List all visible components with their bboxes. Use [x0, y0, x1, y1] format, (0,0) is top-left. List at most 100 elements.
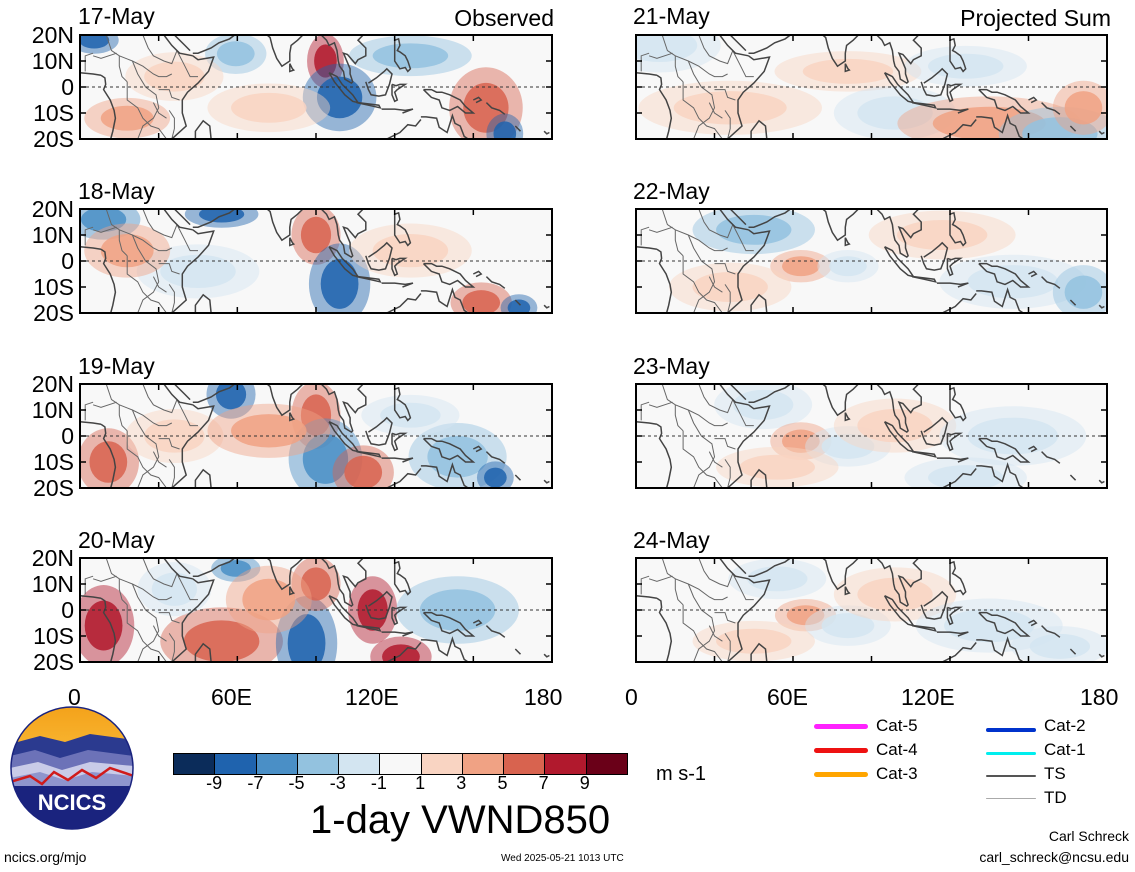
coastline: [171, 55, 215, 139]
country-border: [105, 209, 173, 252]
country-border: [674, 229, 684, 257]
coastline: [936, 457, 969, 461]
coastline: [750, 293, 768, 313]
country-border: [158, 612, 180, 624]
coastline: [80, 594, 102, 600]
colorbar-tick-label: -9: [206, 773, 223, 793]
coastline: [729, 209, 747, 226]
country-border: [640, 401, 650, 421]
coastline: [420, 113, 469, 139]
coastline: [514, 125, 522, 132]
country-border: [118, 578, 128, 606]
lat-label: 20S: [33, 475, 74, 501]
country-border: [152, 102, 167, 119]
anomaly-contour: [144, 61, 205, 92]
country-border: [708, 451, 723, 468]
country-border: [168, 633, 175, 662]
lat-label: 0: [61, 597, 74, 623]
coastline: [378, 293, 422, 313]
coastline: [978, 437, 1031, 463]
lat-label: 10N: [31, 397, 74, 423]
anomaly-contour: [220, 560, 251, 577]
anomaly-contour: [857, 408, 933, 443]
anomaly-contour: [314, 44, 337, 78]
country-border: [698, 209, 734, 239]
anomaly-contour: [160, 254, 236, 289]
coastline: [422, 611, 476, 637]
country-border: [105, 35, 173, 78]
anomaly-contour: [144, 419, 205, 453]
legend-label-cat1: Cat-1: [1044, 740, 1086, 759]
coastline: [543, 304, 550, 309]
country-border: [92, 575, 117, 582]
coastline: [100, 423, 117, 488]
coastline: [719, 384, 749, 406]
legend-line-td: [986, 798, 1036, 799]
coastline: [656, 74, 673, 139]
anomaly-contour: [357, 589, 388, 631]
coastline: [976, 462, 1024, 488]
coastline: [750, 642, 768, 662]
footer-timestamp: Wed 2025-05-21 1013 UTC: [501, 853, 624, 864]
colorbar-tick-label: 7: [538, 773, 549, 793]
coastline: [1041, 451, 1061, 464]
legend-line-cat4: [814, 748, 868, 753]
country-border: [142, 558, 178, 588]
colorbar-tick-label: -3: [329, 773, 346, 793]
country-border: [724, 110, 731, 139]
country-border: [126, 604, 167, 662]
coastline: [656, 423, 673, 488]
coastline: [391, 432, 408, 452]
country-border: [698, 384, 734, 414]
coastline: [719, 558, 749, 580]
anomaly-contour: [89, 441, 128, 483]
coastline: [356, 624, 382, 632]
anomaly-contour: [300, 394, 332, 437]
coastline: [80, 71, 102, 77]
lon-label: 120E: [901, 684, 955, 710]
country-border: [126, 430, 167, 488]
footer-email[interactable]: carl_schreck@ncsu.edu: [979, 849, 1129, 865]
coastline: [1098, 130, 1105, 135]
coastline: [844, 586, 851, 596]
lat-label: 20N: [31, 196, 74, 222]
lon-label: 60E: [211, 684, 252, 710]
country-border: [126, 255, 167, 313]
footer-url[interactable]: ncics.org/mjo: [4, 849, 87, 865]
coastline: [920, 67, 949, 97]
coastline: [391, 257, 408, 277]
country-border: [84, 575, 94, 595]
colorbar-tick-label: 1: [415, 773, 426, 793]
country-border: [142, 384, 178, 414]
panel-tag-label: Projected Sum: [960, 5, 1111, 31]
country-border: [131, 583, 160, 662]
coastline: [1028, 619, 1038, 627]
coastline: [100, 74, 117, 139]
coastline: [289, 412, 296, 422]
colorbar-tick-label: -5: [288, 773, 305, 793]
anomaly-contour: [231, 92, 307, 123]
coastline: [192, 209, 236, 228]
coastline: [420, 636, 469, 662]
colorbar-swatch: [544, 754, 586, 774]
colorbar-swatch: [461, 754, 504, 774]
anomaly-contour: [372, 233, 449, 268]
coastline: [727, 55, 771, 139]
colorbar-tick-label: 3: [456, 773, 467, 793]
legend-label-cat3: Cat-3: [876, 764, 918, 783]
coastline: [320, 384, 367, 434]
country-border: [732, 399, 754, 427]
lat-label: 10N: [31, 222, 74, 248]
country-border: [714, 438, 736, 450]
coastline: [289, 63, 296, 73]
country-border: [176, 50, 198, 78]
coastline: [920, 241, 949, 271]
coastline: [876, 384, 922, 434]
coastline: [978, 88, 1031, 114]
coastline: [192, 384, 236, 403]
country-border: [126, 81, 167, 139]
coastline: [946, 83, 964, 103]
country-border: [682, 81, 723, 139]
colorbar-swatch: [174, 754, 215, 774]
